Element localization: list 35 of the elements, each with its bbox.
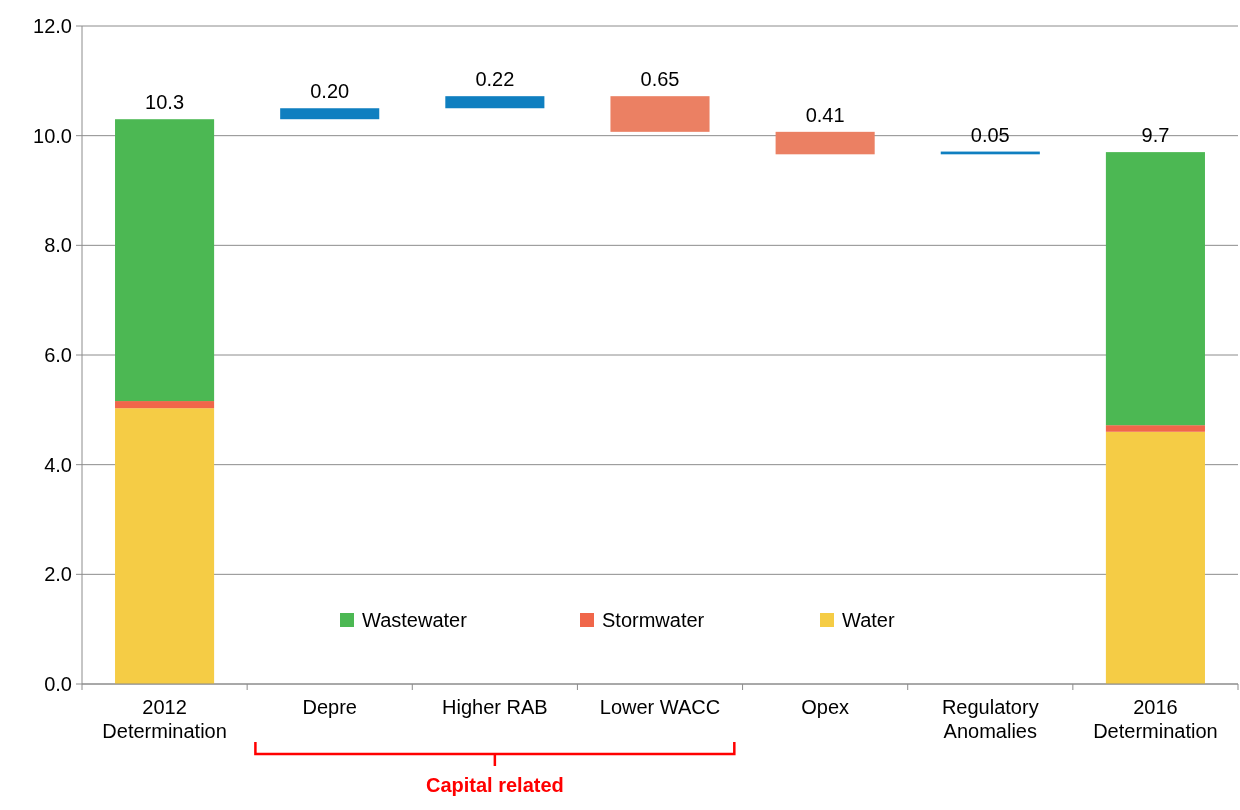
legend-label: Stormwater (602, 609, 705, 631)
total-label: 0.05 (970, 123, 1010, 146)
bar (445, 96, 545, 109)
y-tick-label: 2.0 (44, 563, 72, 586)
bar (115, 401, 215, 409)
x-tick-label: Depre (302, 696, 357, 718)
y-tick-label: 6.0 (44, 344, 72, 366)
bar (1105, 425, 1205, 432)
legend-label: Wastewater (362, 609, 468, 631)
total-label: 0.22 (475, 68, 515, 91)
legend-label: Water (842, 609, 895, 631)
x-tick-label: Opex (801, 696, 850, 718)
total-label: 0.20 (310, 80, 350, 103)
bar (610, 96, 710, 132)
x-tick-label: 2012 Determination (102, 696, 227, 742)
x-tick-label: Lower WACC (599, 696, 721, 718)
x-tick-label: 2016 Determination (1093, 696, 1218, 742)
y-tick-label: 4.0 (44, 453, 72, 476)
bar (115, 119, 215, 402)
x-tick-label: Higher RAB (442, 696, 548, 718)
y-tick-label: 0.0 (44, 673, 72, 695)
y-tick-label: 10.0 (33, 124, 72, 147)
bar (280, 108, 380, 120)
total-label: 0.65 (640, 68, 680, 91)
y-tick-label: 12.0 (33, 15, 72, 37)
x-tick-label: Regulatory Anomalies (941, 696, 1039, 742)
bar (115, 408, 215, 684)
bar (1105, 431, 1205, 684)
text: Capital related (425, 774, 564, 796)
total-label: 10.3 (145, 91, 185, 114)
bar (1105, 152, 1205, 426)
total-label: 0.41 (805, 103, 845, 126)
bar (775, 131, 875, 155)
y-tick-label: 8.0 (44, 234, 72, 257)
total-label: 9.7 (1141, 124, 1170, 147)
